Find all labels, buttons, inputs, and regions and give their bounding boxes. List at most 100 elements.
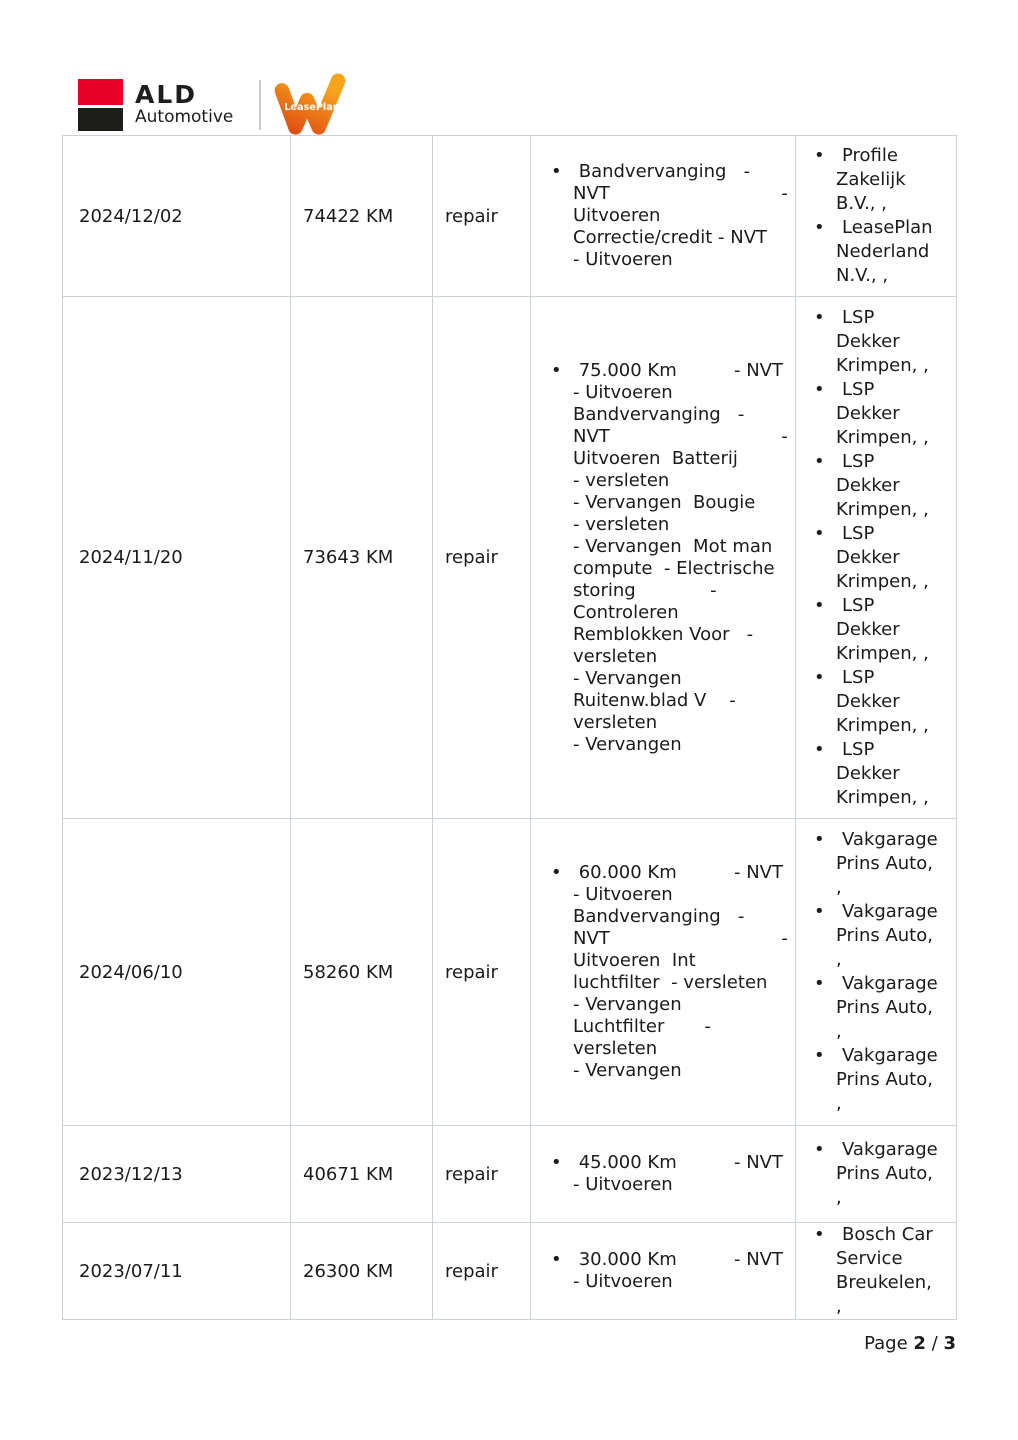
- mileage-value: 74422 KM: [303, 205, 394, 227]
- service-description-cell: Bandvervanging -NVT -UitvoerenCorrectie/…: [530, 135, 796, 297]
- supplier-list: Bosch Car Service Breukelen, ,: [802, 1224, 952, 1319]
- service-date-value: 2023/07/11: [79, 1260, 183, 1282]
- service-line: - Uitvoeren: [573, 1271, 673, 1292]
- service-line: compute - Electrische: [573, 557, 775, 579]
- service-line: - Uitvoeren: [573, 381, 673, 403]
- maintenance-row: 2024/06/10 58260 KM repair 60.000 Km - NVT…: [62, 818, 957, 1126]
- service-line: - Uitvoeren: [573, 884, 673, 905]
- service-line: versleten: [573, 711, 658, 733]
- service-date-cell: 2024/06/10: [62, 818, 291, 1126]
- service-line: - versleten: [573, 469, 670, 491]
- event-type-cell: repair: [432, 818, 531, 1126]
- logo-divider: [259, 80, 262, 130]
- service-line: Controleren: [573, 601, 679, 623]
- history-table-body: 2024/12/02 74422 KM repair Bandvervanging …: [62, 135, 957, 1320]
- service-description-cell: 75.000 Km - NVT- UitvoerenBandvervanging…: [530, 296, 796, 819]
- service-line: Ruitenw.blad V -: [573, 689, 736, 711]
- supplier-item: LSP Dekker Krimpen, ,: [814, 738, 952, 810]
- service-line: 45.000 Km - NVT: [573, 1152, 783, 1173]
- page-number: Page 2 / 3: [62, 1332, 956, 1356]
- event-type-cell: repair: [432, 296, 531, 819]
- service-line: - Uitvoeren: [573, 249, 673, 270]
- service-date-value: 2024/12/02: [79, 205, 183, 227]
- service-line: 60.000 Km - NVT: [573, 862, 783, 883]
- event-type-value: repair: [445, 205, 498, 227]
- ald-logo-white-line: [78, 105, 123, 108]
- service-line: versleten: [573, 1038, 658, 1059]
- service-line: Remblokken Voor -: [573, 623, 754, 645]
- supplier-name: LSP Dekker Krimpen, ,: [836, 306, 929, 376]
- supplier-item: LeasePlan Nederland N.V., ,: [814, 216, 952, 288]
- mileage-value: 58260 KM: [303, 961, 394, 983]
- service-line: Uitvoeren: [573, 205, 661, 226]
- service-line: - Uitvoeren: [573, 1174, 673, 1195]
- service-line: versleten: [573, 645, 658, 667]
- supplier-item: LSP Dekker Krimpen, ,: [814, 450, 952, 522]
- leaseplan-w-shape: [274, 73, 346, 135]
- supplier-item: Vakgarage Prins Auto, ,: [814, 828, 952, 900]
- service-date-value: 2024/11/20: [79, 547, 183, 568]
- service-item: 30.000 Km - NVT- Uitvoeren: [551, 1249, 789, 1293]
- supplier-item: Profile Zakelijk B.V., ,: [814, 144, 952, 216]
- service-date-cell: 2023/07/11: [62, 1222, 291, 1320]
- ald-logo-text: ALD Automotive: [135, 82, 233, 128]
- service-line: Bandvervanging -: [573, 161, 751, 182]
- supplier-item: LSP Dekker Krimpen, ,: [814, 306, 952, 378]
- mileage-value: 73643 KM: [303, 547, 394, 568]
- supplier-name: Bosch Car Service Breukelen, ,: [836, 1224, 933, 1317]
- current-page-number: 2: [913, 1333, 926, 1354]
- mileage-cell: 58260 KM: [290, 818, 433, 1126]
- service-list: Bandvervanging -NVT -UitvoerenCorrectie/…: [539, 161, 789, 271]
- service-list: 45.000 Km - NVT- Uitvoeren: [539, 1152, 789, 1196]
- mileage-value: 40671 KM: [303, 1163, 394, 1185]
- supplier-name: LeasePlan Nederland N.V., ,: [836, 217, 933, 286]
- service-line: - Vervangen: [573, 1060, 682, 1081]
- event-type-value: repair: [445, 1260, 498, 1282]
- service-date-cell: 2023/12/13: [62, 1125, 291, 1223]
- service-line: Luchtfilter -: [573, 1016, 711, 1037]
- service-line: NVT -: [573, 425, 788, 447]
- supplier-name: LSP Dekker Krimpen, ,: [836, 594, 929, 664]
- service-date-value: 2024/06/10: [79, 961, 183, 983]
- service-date-cell: 2024/11/20: [62, 296, 291, 819]
- mileage-cell: 74422 KM: [290, 135, 433, 297]
- supplier-cell: Bosch Car Service Breukelen, ,: [795, 1222, 957, 1320]
- supplier-item: Bosch Car Service Breukelen, ,: [814, 1224, 952, 1319]
- maintenance-row: 2024/12/02 74422 KM repair Bandvervanging …: [62, 135, 957, 297]
- maintenance-history-table: 2024/12/02 74422 KM repair Bandvervanging …: [62, 135, 957, 1320]
- supplier-cell: Vakgarage Prins Auto, ,Vakgarage Prins A…: [795, 818, 957, 1126]
- page-separator: /: [931, 1333, 938, 1354]
- supplier-name: LSP Dekker Krimpen, ,: [836, 738, 929, 808]
- supplier-cell: Profile Zakelijk B.V., ,LeasePlan Nederl…: [795, 135, 957, 297]
- service-line: 75.000 Km - NVT: [573, 359, 783, 381]
- supplier-item: Vakgarage Prins Auto, ,: [814, 972, 952, 1044]
- supplier-item: LSP Dekker Krimpen, ,: [814, 522, 952, 594]
- event-type-cell: repair: [432, 135, 531, 297]
- event-type-cell: repair: [432, 1125, 531, 1223]
- supplier-cell: Vakgarage Prins Auto, ,: [795, 1125, 957, 1223]
- service-date-value: 2023/12/13: [79, 1163, 183, 1185]
- event-type-cell: repair: [432, 1222, 531, 1320]
- maintenance-row: 2023/07/11 26300 KM repair 30.000 Km - NVT…: [62, 1222, 957, 1320]
- supplier-name: Vakgarage Prins Auto, ,: [836, 973, 938, 1042]
- supplier-list: Profile Zakelijk B.V., ,LeasePlan Nederl…: [802, 144, 952, 288]
- ald-logo-mark-icon: [78, 79, 123, 131]
- service-line: NVT -: [573, 928, 788, 949]
- ald-logo-red-block: [78, 79, 123, 105]
- service-line: - Vervangen Bougie: [573, 491, 756, 513]
- supplier-list: Vakgarage Prins Auto, ,Vakgarage Prins A…: [802, 828, 952, 1116]
- service-line: luchtfilter - versleten: [573, 972, 768, 993]
- supplier-item: Vakgarage Prins Auto, ,: [814, 1044, 952, 1116]
- service-line: Bandvervanging -: [573, 906, 745, 927]
- service-description-cell: 45.000 Km - NVT- Uitvoeren: [530, 1125, 796, 1223]
- maintenance-row: 2023/12/13 40671 KM repair 45.000 Km - NVT…: [62, 1125, 957, 1223]
- service-line: - Vervangen: [573, 994, 682, 1015]
- service-line: NVT -: [573, 183, 788, 204]
- service-description-cell: 60.000 Km - NVT- UitvoerenBandvervanging…: [530, 818, 796, 1126]
- page-header: ALD Automotive LeasePlan: [78, 73, 349, 135]
- ald-brand-name: ALD: [135, 80, 198, 109]
- service-list: 75.000 Km - NVT- UitvoerenBandvervanging…: [539, 360, 789, 756]
- service-item: 60.000 Km - NVT- UitvoerenBandvervanging…: [551, 862, 789, 1082]
- service-line: 30.000 Km - NVT: [573, 1249, 783, 1270]
- maintenance-row: 2024/11/20 73643 KM repair 75.000 Km - NVT…: [62, 296, 957, 819]
